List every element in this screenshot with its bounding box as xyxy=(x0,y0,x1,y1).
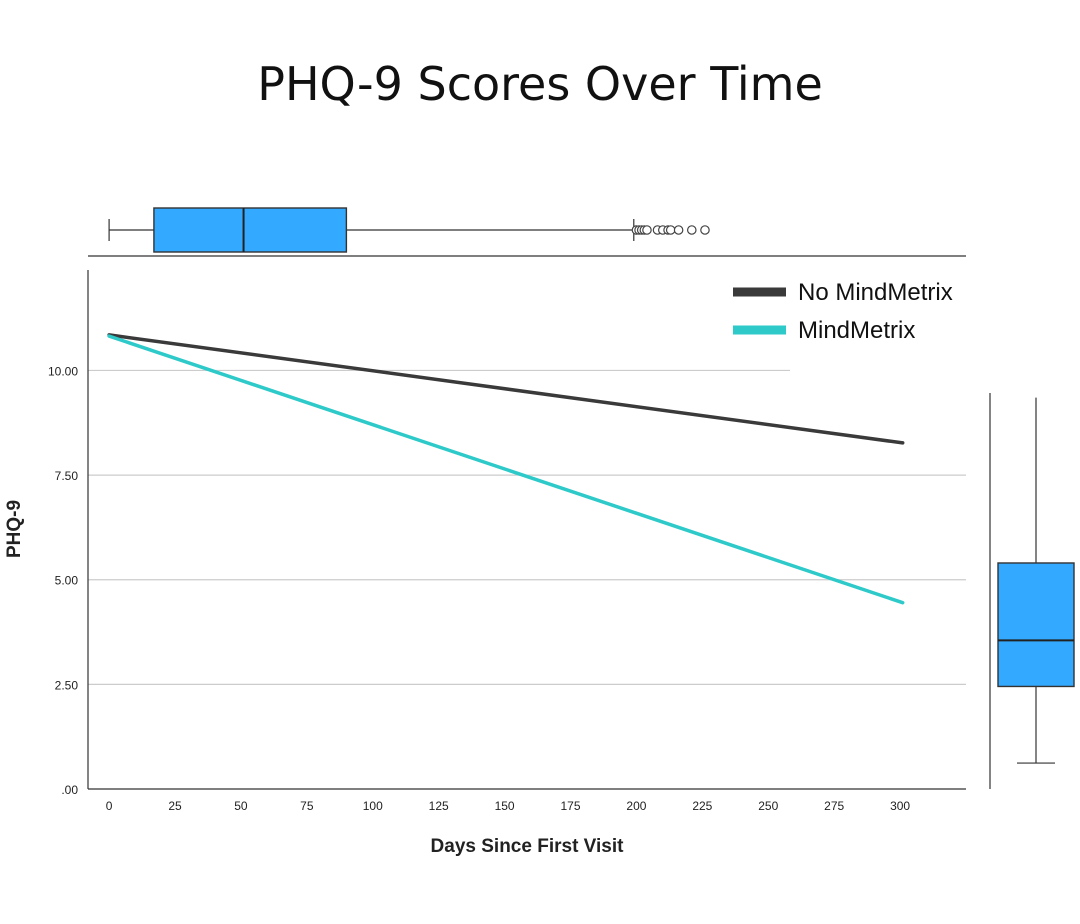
grid-lines xyxy=(88,369,966,685)
boxplot-outlier xyxy=(665,225,676,235)
boxplot-outlier xyxy=(673,225,684,235)
x-tick-label: 0 xyxy=(106,799,113,813)
y-tick-label: 7.50 xyxy=(55,469,79,483)
boxplot-outlier xyxy=(642,225,652,235)
x-tick-label: 75 xyxy=(300,799,314,813)
top-marginal-boxplot xyxy=(108,207,710,253)
y-tick-label: 2.50 xyxy=(55,678,79,692)
y-tick-labels: .00 2.50 5.00 7.50 10.00 xyxy=(48,364,78,797)
x-tick-label: 250 xyxy=(758,799,778,813)
chart-title: PHQ-9 Scores Over Time xyxy=(257,57,823,111)
y-tick-label: .00 xyxy=(61,783,78,797)
x-tick-label: 100 xyxy=(363,799,383,813)
x-tick-label: 175 xyxy=(560,799,580,813)
series-line-no-mindmetrix xyxy=(107,333,905,445)
y-axis-label: PHQ-9 xyxy=(4,500,25,558)
boxplot-outlier xyxy=(700,225,710,235)
x-tick-label: 125 xyxy=(429,799,449,813)
x-tick-label: 300 xyxy=(890,799,910,813)
y-tick-label: 10.00 xyxy=(48,364,78,378)
right-marginal-boxplot xyxy=(997,397,1075,764)
x-tick-label: 150 xyxy=(495,799,515,813)
x-tick-label: 275 xyxy=(824,799,844,813)
x-axis-label: Days Since First Visit xyxy=(431,836,625,857)
series-lines xyxy=(107,333,905,605)
boxplot-box xyxy=(153,207,348,253)
boxplot-box xyxy=(997,562,1075,688)
x-tick-label: 200 xyxy=(626,799,646,813)
x-tick-label: 25 xyxy=(168,799,182,813)
boxplot-outlier xyxy=(686,225,697,235)
x-tick-label: 225 xyxy=(692,799,712,813)
legend: No MindMetrix MindMetrix xyxy=(733,279,953,344)
series-line-mindmetrix xyxy=(107,334,905,605)
x-tick-label: 50 xyxy=(234,799,248,813)
x-tick-labels: 0 25 50 75 100 125 150 175 200 225 250 275 300 xyxy=(106,799,911,813)
legend-label: MindMetrix xyxy=(798,317,915,344)
y-tick-label: 5.00 xyxy=(55,574,79,588)
legend-label: No MindMetrix xyxy=(798,279,953,306)
